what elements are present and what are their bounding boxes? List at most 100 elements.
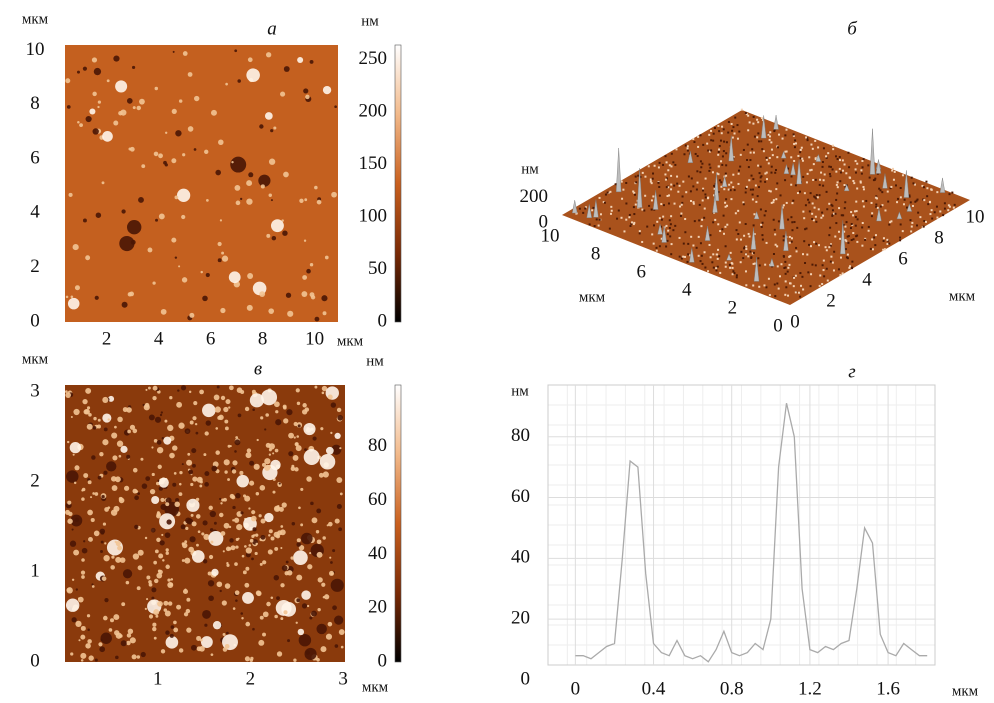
texture [916, 224, 919, 227]
texture [839, 171, 842, 174]
texture [614, 183, 617, 186]
texture [790, 183, 793, 186]
texture [854, 224, 857, 227]
texture [781, 137, 784, 140]
texture [321, 582, 326, 587]
texture [847, 241, 850, 244]
texture [894, 184, 897, 187]
texture [823, 173, 826, 176]
texture [676, 182, 679, 185]
spike [896, 211, 903, 220]
texture [174, 501, 180, 507]
texture [159, 413, 163, 417]
texture [700, 254, 703, 257]
texture [259, 291, 266, 298]
texture [114, 425, 117, 429]
texture [140, 457, 144, 461]
texture [807, 243, 810, 246]
texture [153, 609, 160, 616]
texture [846, 257, 849, 260]
texture [302, 403, 307, 408]
texture [199, 484, 203, 488]
texture [850, 211, 853, 214]
texture [287, 310, 294, 317]
texture [86, 406, 91, 410]
texture [793, 142, 796, 145]
texture [670, 174, 673, 177]
texture [704, 193, 707, 196]
z-tick-label: 0 [539, 211, 549, 232]
texture [819, 178, 822, 181]
texture [300, 523, 304, 527]
texture [86, 423, 93, 430]
texture [173, 472, 177, 475]
texture [85, 115, 92, 123]
texture [867, 225, 870, 228]
texture [844, 225, 847, 228]
texture [712, 266, 715, 269]
texture [329, 570, 335, 576]
texture [822, 179, 825, 182]
texture [215, 169, 221, 176]
texture [799, 272, 802, 275]
texture [325, 633, 333, 640]
texture [91, 585, 95, 588]
texture [185, 526, 189, 531]
texture [74, 517, 80, 522]
texture [156, 537, 161, 542]
texture [290, 556, 294, 560]
texture [662, 204, 665, 207]
texture [108, 628, 113, 632]
texture [209, 510, 217, 518]
texture [336, 477, 343, 483]
texture [117, 545, 122, 551]
texture [242, 570, 247, 575]
colorbar-tick-label: 100 [359, 205, 388, 226]
texture [300, 487, 304, 491]
texture [67, 518, 73, 524]
texture [733, 272, 736, 275]
texture [829, 244, 832, 247]
texture [785, 150, 788, 153]
texture [784, 179, 787, 182]
texture [846, 253, 849, 256]
texture [252, 408, 255, 412]
texture [875, 203, 878, 206]
texture [87, 509, 93, 516]
texture [132, 428, 138, 434]
texture [791, 221, 794, 224]
texture [200, 636, 213, 648]
texture [844, 201, 847, 204]
texture [593, 225, 596, 228]
texture [81, 575, 85, 579]
texture [685, 191, 688, 194]
texture [331, 191, 337, 198]
texture [701, 199, 704, 202]
texture [660, 218, 663, 221]
texture [890, 185, 893, 188]
texture [835, 155, 838, 158]
texture [825, 249, 828, 252]
spike [869, 128, 876, 175]
texture [131, 65, 136, 70]
texture [178, 648, 184, 653]
texture [268, 308, 275, 314]
texture [326, 524, 329, 527]
texture [651, 233, 654, 236]
texture [245, 547, 252, 554]
texture [296, 401, 301, 406]
texture [809, 169, 812, 172]
texture [717, 223, 720, 226]
texture [788, 282, 791, 285]
texture [710, 149, 713, 152]
texture [236, 524, 243, 531]
texture [290, 466, 296, 471]
texture [112, 455, 118, 461]
texture [132, 106, 136, 110]
texture [750, 256, 753, 259]
texture [806, 137, 809, 140]
texture [234, 185, 241, 191]
texture [814, 157, 817, 160]
texture [817, 208, 820, 211]
texture [714, 218, 717, 221]
